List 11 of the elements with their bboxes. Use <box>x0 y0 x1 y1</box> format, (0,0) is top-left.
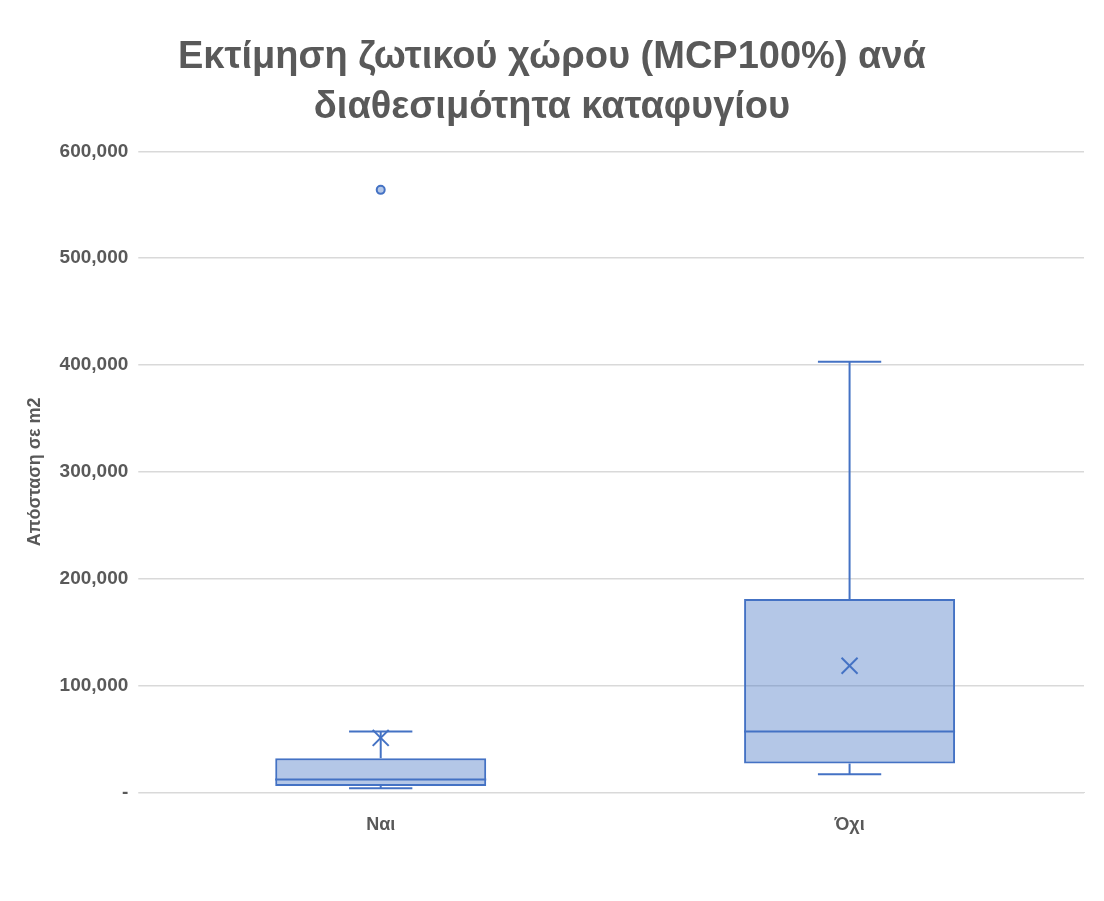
y-axis-title: Απόσταση σε m2 <box>23 397 44 547</box>
y-tick-label: - <box>121 780 129 802</box>
x-tick-label: Όχι <box>833 814 865 835</box>
y-tick-label: 200,000 <box>59 566 129 588</box>
y-tick-label: 300,000 <box>59 460 129 482</box>
x-tick-label: Ναι <box>366 814 396 835</box>
y-tick-label: 500,000 <box>59 246 129 268</box>
y-tick-label: 600,000 <box>59 139 129 161</box>
y-tick-label: 400,000 <box>59 353 129 375</box>
chart-title: Εκτίμηση ζωτικού χώρου (MCP100%) ανά διαθεσιμότητα καταφυγίου <box>177 33 927 128</box>
y-tick-label: 100,000 <box>59 673 129 695</box>
